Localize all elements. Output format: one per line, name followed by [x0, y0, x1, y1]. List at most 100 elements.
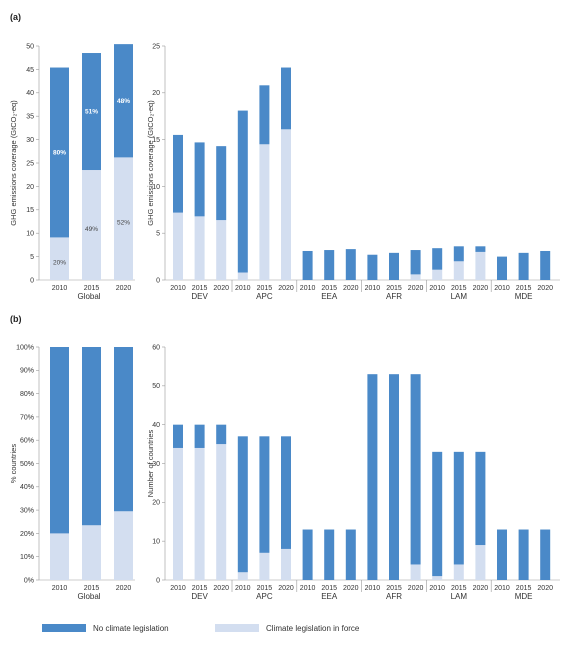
- bar-segment-no-legislation: [389, 374, 399, 580]
- y-tick-label: 90%: [20, 368, 34, 375]
- bar-segment-no-legislation: [367, 374, 378, 580]
- bar-segment-no-legislation: [302, 529, 313, 580]
- y-axis-label: GHG emissions coverage (GtCO₂-eq): [146, 100, 155, 226]
- bar-segment-legislation: [194, 447, 205, 580]
- x-tick-label: 2015: [192, 285, 208, 292]
- bar-segment-no-legislation: [194, 142, 205, 217]
- y-tick-label: 35: [26, 114, 34, 121]
- bar-segment-legislation: [50, 533, 69, 580]
- y-tick-label: 70%: [20, 414, 34, 421]
- x-group-label: APC: [256, 292, 273, 301]
- x-tick-label: 2020: [116, 285, 132, 292]
- bar-segment-legislation: [410, 274, 421, 280]
- y-tick-label: 60: [152, 344, 160, 351]
- bar-segment-no-legislation: [345, 529, 356, 580]
- x-group-label: EEA: [321, 592, 338, 601]
- panel-label-b: (b): [10, 314, 22, 324]
- x-tick-label: 2015: [192, 585, 208, 592]
- bar-segment-legislation: [432, 576, 443, 580]
- data-label-no-legislation-pct: 48%: [117, 98, 130, 105]
- y-tick-label: 45: [26, 67, 34, 74]
- bar-segment-no-legislation: [237, 436, 248, 573]
- data-label-legislation-pct: 20%: [53, 260, 66, 267]
- bar-segment-no-legislation: [82, 347, 101, 526]
- x-tick-label: 2015: [84, 585, 100, 592]
- bar-segment-legislation: [82, 525, 101, 580]
- bar-segment-no-legislation: [389, 252, 399, 280]
- x-group-label: Global: [77, 292, 100, 301]
- x-tick-label: 2015: [516, 285, 532, 292]
- y-tick-label: 15: [26, 207, 34, 214]
- data-label-legislation-pct: 49%: [85, 226, 98, 233]
- bar-segment-legislation: [259, 552, 270, 580]
- y-tick-label: 25: [26, 160, 34, 167]
- bar-segment-legislation: [259, 144, 270, 280]
- x-tick-label: 2020: [278, 285, 294, 292]
- bar-segment-no-legislation: [173, 424, 183, 448]
- data-label-no-legislation-pct: 80%: [53, 149, 66, 156]
- x-group-label: MDE: [515, 292, 533, 301]
- x-group-label: DEV: [191, 592, 208, 601]
- y-tick-label: 50: [152, 383, 160, 390]
- x-tick-label: 2010: [300, 285, 316, 292]
- bar-segment-no-legislation: [345, 249, 356, 280]
- y-tick-label: 5: [30, 254, 34, 261]
- bar-segment-no-legislation: [518, 529, 529, 580]
- y-axis-label: % countries: [9, 444, 18, 483]
- bar-segment-no-legislation: [518, 252, 529, 280]
- x-tick-label: 2015: [321, 285, 337, 292]
- x-tick-label: 2010: [52, 285, 68, 292]
- bar-segment-no-legislation: [302, 250, 313, 280]
- y-tick-label: 20: [152, 500, 160, 507]
- bar-segment-legislation: [453, 564, 464, 580]
- legend-label-no-legislation: No climate legislation: [93, 624, 169, 633]
- x-tick-label: 2020: [116, 585, 132, 592]
- bar-segment-no-legislation: [281, 67, 291, 130]
- bar-segment-legislation: [82, 170, 101, 280]
- x-tick-label: 2010: [235, 285, 251, 292]
- x-tick-label: 2015: [386, 585, 402, 592]
- y-tick-label: 10: [152, 184, 160, 191]
- x-tick-label: 2010: [52, 585, 68, 592]
- bar-segment-legislation: [114, 157, 133, 280]
- y-tick-label: 40: [26, 90, 34, 97]
- bar-segment-no-legislation: [497, 256, 507, 280]
- y-tick-label: 80%: [20, 391, 34, 398]
- bar-segment-no-legislation: [237, 110, 248, 273]
- x-tick-label: 2010: [170, 585, 186, 592]
- y-tick-label: 0%: [24, 577, 34, 584]
- x-tick-label: 2010: [494, 285, 510, 292]
- x-tick-label: 2020: [537, 285, 553, 292]
- x-tick-label: 2015: [451, 285, 467, 292]
- x-group-label: AFR: [386, 592, 402, 601]
- bar-segment-no-legislation: [50, 347, 69, 534]
- bar-segment-no-legislation: [497, 529, 507, 580]
- bar-segment-no-legislation: [173, 134, 183, 213]
- bar-segment-no-legislation: [281, 436, 291, 549]
- y-tick-label: 0: [30, 277, 34, 284]
- bar-segment-legislation: [453, 261, 464, 280]
- x-group-label: Global: [77, 592, 100, 601]
- x-tick-label: 2010: [365, 285, 381, 292]
- bar-segment-legislation: [50, 237, 69, 280]
- bar-segment-legislation: [410, 564, 421, 580]
- bar-segment-no-legislation: [50, 67, 69, 238]
- y-tick-label: 40%: [20, 484, 34, 491]
- y-tick-label: 20%: [20, 531, 34, 538]
- y-tick-label: 40: [152, 422, 160, 429]
- bar-segment-no-legislation: [216, 146, 227, 221]
- bar-segment-legislation: [475, 545, 486, 580]
- bar-segment-legislation: [237, 572, 248, 580]
- x-tick-label: 2020: [473, 285, 489, 292]
- bar-segment-legislation: [281, 548, 291, 580]
- x-tick-label: 2020: [213, 585, 229, 592]
- x-group-label: AFR: [386, 292, 402, 301]
- bar-segment-no-legislation: [453, 451, 464, 565]
- bar-segment-legislation: [475, 251, 486, 280]
- y-tick-label: 20: [152, 90, 160, 97]
- legend-swatch-legislation: [215, 624, 259, 632]
- y-tick-label: 30: [26, 137, 34, 144]
- bar-segment-legislation: [114, 511, 133, 580]
- bar-segment-no-legislation: [475, 451, 486, 546]
